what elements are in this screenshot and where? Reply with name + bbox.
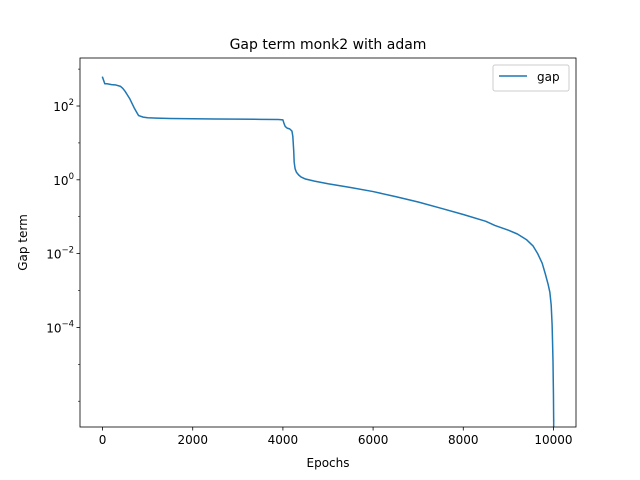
- y-tick-label: 100: [53, 172, 74, 188]
- legend: gap: [492, 64, 570, 92]
- y-tick-label: 102: [53, 98, 74, 114]
- y-axis-ticks: 102 100 10−2 10−4: [46, 68, 80, 402]
- plot-frame: [79, 57, 577, 428]
- legend-label: gap: [537, 70, 560, 84]
- y-tick-label: 10−2: [46, 246, 74, 262]
- y-axis-label: Gap term: [16, 214, 30, 271]
- legend-box: [492, 64, 570, 92]
- x-tick-label: 2000: [177, 433, 208, 447]
- x-axis-ticks: 0 2000 4000 6000 8000 10000: [99, 427, 573, 447]
- x-tick-label: 8000: [448, 433, 479, 447]
- plot-area: [80, 58, 576, 427]
- x-tick-label: 0: [99, 433, 107, 447]
- y-tick-label: 10−4: [46, 319, 74, 335]
- chart-title: Gap term monk2 with adam: [230, 37, 427, 53]
- x-tick-label: 6000: [358, 433, 389, 447]
- x-axis-label: Epochs: [307, 456, 350, 470]
- series-line-gap: [101, 76, 555, 422]
- x-tick-label: 10000: [534, 433, 572, 447]
- x-tick-label: 4000: [268, 433, 299, 447]
